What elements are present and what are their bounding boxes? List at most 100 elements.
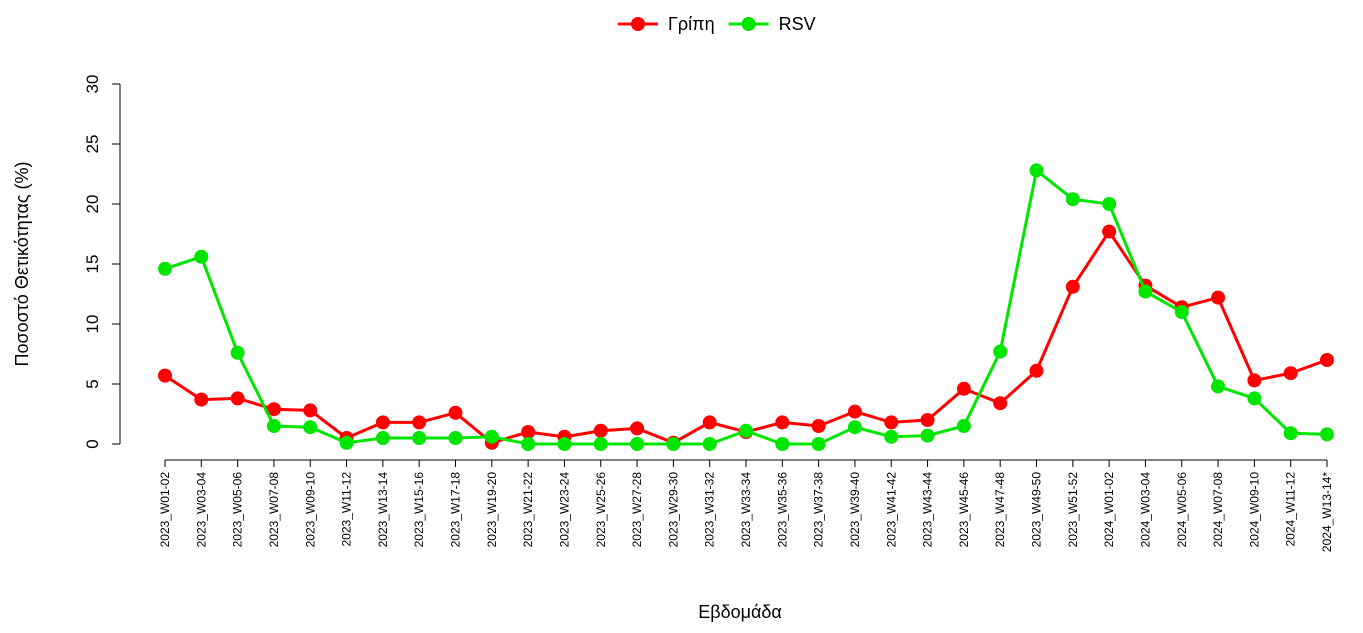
point: [521, 425, 536, 439]
point: [775, 437, 790, 451]
point: [557, 437, 572, 451]
x-tick-label: 2023_W51-52: [1066, 472, 1080, 548]
point: [593, 437, 608, 451]
point: [1102, 197, 1117, 211]
point: [158, 368, 172, 383]
x-tick-label: 2023_W23-24: [557, 472, 571, 548]
x-tick-label: 2023_W27-28: [630, 472, 644, 548]
point: [956, 381, 971, 396]
point: [1029, 363, 1044, 378]
x-tick-label: 2023_W49-50: [1030, 472, 1044, 548]
point: [702, 415, 717, 430]
legend-marker: [741, 17, 756, 31]
point: [1102, 224, 1117, 239]
point: [1320, 353, 1334, 367]
point: [1211, 290, 1226, 305]
x-tick-label: 2024_W05-06: [1175, 472, 1189, 548]
point: [1283, 366, 1298, 381]
point: [1065, 279, 1080, 294]
x-tick-label: 2023_W05-06: [231, 472, 245, 548]
y-tick-label: 5: [83, 379, 102, 388]
y-tick-label: 30: [83, 75, 102, 94]
x-tick-label: 2023_W47-48: [993, 472, 1007, 548]
x-tick-label: 2023_W29-30: [666, 472, 680, 548]
y-tick-label: 0: [83, 439, 102, 448]
point: [448, 405, 463, 420]
legend-label: RSV: [779, 14, 816, 34]
y-tick-label: 20: [83, 195, 102, 214]
x-tick-label: 2023_W43-44: [921, 472, 935, 548]
point: [884, 429, 899, 444]
point: [847, 404, 862, 419]
x-tick-label: 2024_W09-10: [1247, 472, 1261, 548]
point: [993, 396, 1008, 411]
point: [775, 415, 790, 430]
point: [303, 420, 318, 435]
x-tick-label: 2023_W03-04: [194, 472, 208, 548]
x-tick-label: 2023_W41-42: [884, 472, 898, 548]
x-tick-label: 2023_W15-16: [412, 472, 426, 548]
x-tick-label: 2024_W03-04: [1138, 472, 1152, 548]
point: [739, 423, 753, 438]
point: [266, 402, 281, 417]
x-tick-label: 2023_W31-32: [703, 472, 717, 548]
point: [1247, 373, 1262, 388]
point: [1283, 426, 1298, 441]
x-tick-label: 2023_W09-10: [303, 472, 317, 548]
legend-label: Γρίπη: [668, 14, 715, 34]
point: [702, 437, 717, 451]
point: [412, 431, 427, 445]
point: [158, 261, 172, 276]
y-tick-label: 25: [83, 135, 102, 154]
point: [412, 415, 427, 430]
point: [230, 391, 245, 406]
x-tick-label: 2023_W45-46: [957, 472, 971, 548]
x-tick-label: 2024_W07-08: [1211, 472, 1225, 548]
y-tick-label: 15: [83, 255, 102, 274]
point: [448, 431, 463, 445]
point: [811, 419, 826, 433]
x-tick-label: 2023_W01-02: [158, 472, 172, 548]
point: [920, 428, 935, 443]
x-tick-label: 2023_W13-14: [376, 472, 390, 548]
x-tick-label: 2023_W21-22: [521, 472, 535, 548]
x-tick-label: 2024_W11-12: [1284, 472, 1298, 547]
point: [666, 437, 681, 451]
point: [1138, 284, 1153, 299]
point: [194, 392, 209, 407]
point: [1174, 305, 1189, 319]
legend-marker: [631, 17, 645, 31]
point: [956, 419, 971, 433]
x-tick-label: 2024_W01-02: [1102, 472, 1116, 548]
point: [339, 435, 354, 450]
series-line: [164, 167, 1328, 446]
x-tick-label: 2023_W39-40: [848, 472, 862, 548]
point: [1320, 427, 1334, 442]
point: [1247, 391, 1262, 406]
point: [194, 249, 209, 264]
x-tick-label: 2023_W33-34: [739, 472, 753, 548]
x-tick-label: 2023_W11-12: [340, 472, 354, 547]
x-tick-label: 2023_W35-36: [775, 472, 789, 548]
point: [593, 423, 608, 438]
series-line: [164, 228, 1328, 445]
point: [847, 420, 862, 435]
point: [521, 437, 536, 451]
point: [484, 429, 499, 444]
x-tick-label: 2023_W37-38: [812, 472, 826, 548]
point: [1065, 192, 1080, 207]
point: [375, 415, 390, 430]
point: [266, 419, 281, 433]
point: [375, 431, 390, 445]
point: [630, 437, 645, 451]
x-axis-label: Εβδομάδα: [698, 602, 782, 622]
x-tick-label: 2023_W07-08: [267, 472, 281, 548]
point: [920, 413, 935, 427]
x-tick-label: 2023_W17-18: [449, 472, 463, 548]
point: [1211, 379, 1226, 394]
point: [884, 415, 899, 430]
y-axis-label: Ποσοστό Θετικότητας (%): [12, 161, 32, 366]
y-tick-label: 10: [83, 315, 102, 334]
point: [1029, 163, 1044, 178]
